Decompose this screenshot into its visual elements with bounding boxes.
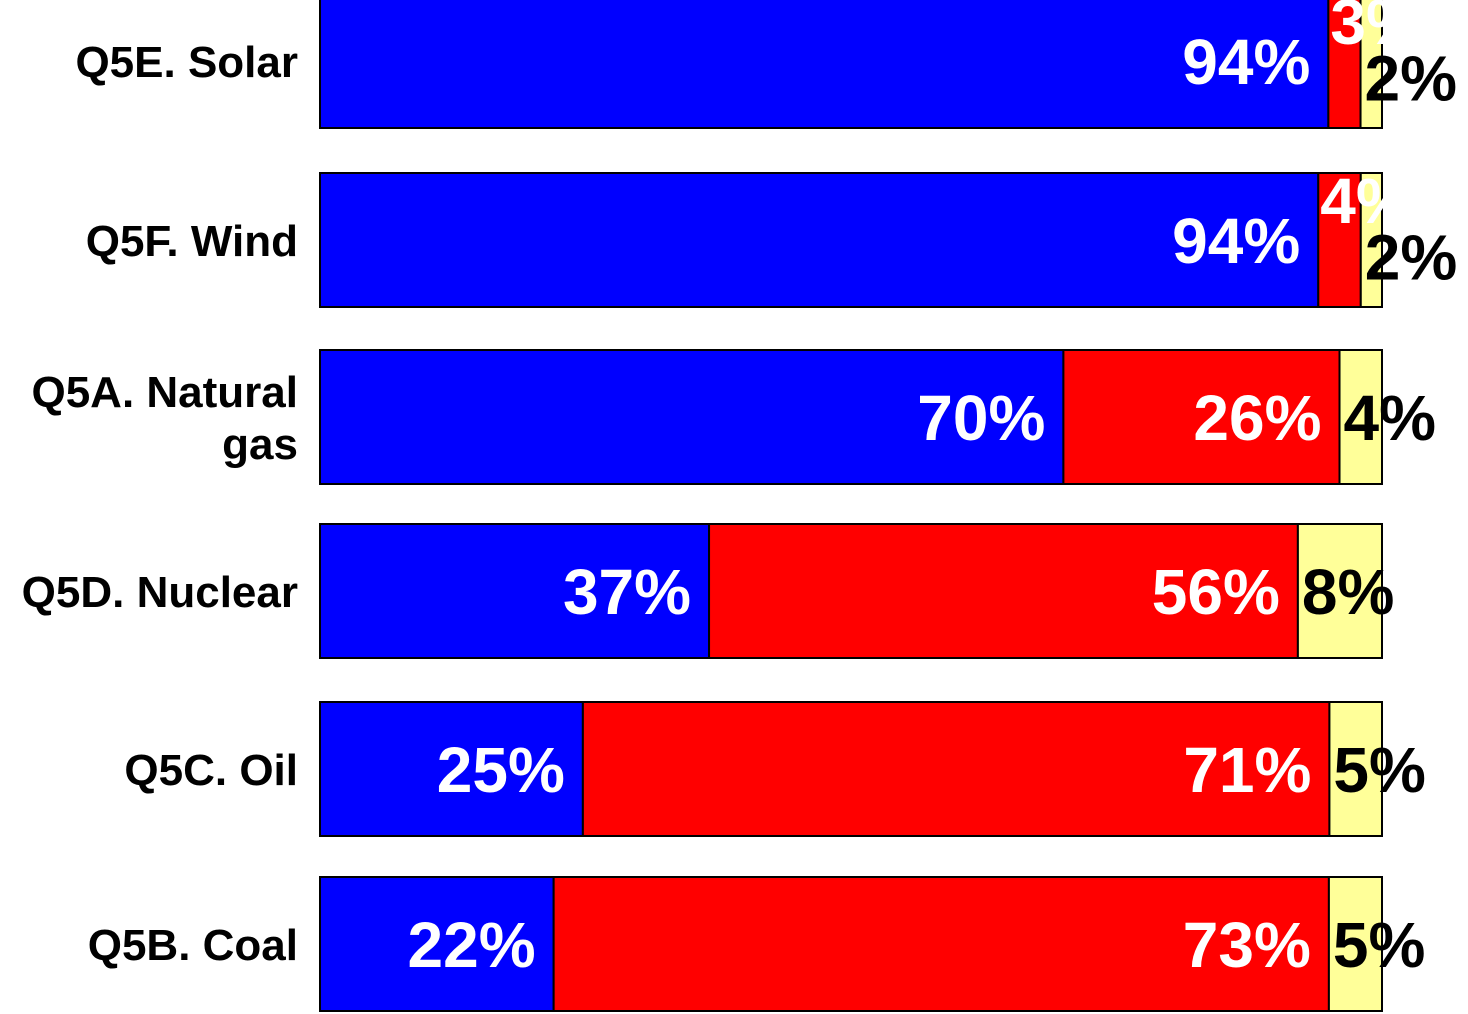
category-label-line: Q5A. Natural [31,368,298,417]
category-label: Q5C. Oil [124,746,298,795]
bar-segment [319,701,584,837]
category-label: Q5D. Nuclear [22,568,298,617]
bars-layer [319,0,1384,1012]
bar-segment [319,0,1330,129]
value-label: 56% [1152,556,1280,628]
bar-segment [319,172,1320,308]
category-label-line: Q5E. Solar [75,38,298,87]
value-label: 37% [563,556,691,628]
category-label: Q5A. Natural gas [31,368,298,469]
category-label-line: gas [222,420,298,469]
bar-segment [1338,349,1384,485]
value-label: 94% [1182,26,1310,98]
bar-segment [708,523,1299,659]
category-label: Q5F. Wind [86,217,298,266]
bar-segment [1328,701,1384,837]
bar-segment [319,876,555,1012]
category-label-line: Q5D. Nuclear [22,568,298,617]
bar-segment [1359,172,1384,308]
value-label: 22% [408,909,536,981]
value-label: 2% [1365,222,1458,294]
value-label: 94% [1172,205,1300,277]
value-label: 4% [1344,382,1437,454]
value-label: 26% [1193,382,1321,454]
bar-segment [1327,0,1362,129]
category-label-line: Q5C. Oil [124,746,298,795]
value-label: 5% [1333,909,1426,981]
value-label: 71% [1183,734,1311,806]
category-label-line: Q5B. Coal [88,921,298,970]
value-label: 25% [437,734,565,806]
labels-layer: Q5E. Solar 94%3%2%Q5F. Wind 94%4%2%Q5A. Na… [22,0,1458,981]
category-label: Q5B. Coal [88,921,298,970]
value-label: 70% [917,382,1045,454]
value-label: 4% [1320,165,1413,237]
value-label: 3% [1330,0,1423,58]
category-label: Q5E. Solar [75,38,298,87]
category-label-line: Q5F. Wind [86,217,298,266]
bar-segment [552,876,1330,1012]
value-label: 2% [1365,43,1458,115]
value-label: 8% [1302,556,1395,628]
bar-segment [1359,0,1383,129]
bar-segment [1327,876,1384,1012]
bar-segment [581,701,1331,837]
value-label: 5% [1333,734,1426,806]
value-label: 73% [1183,909,1311,981]
bar-segment [1296,523,1384,659]
